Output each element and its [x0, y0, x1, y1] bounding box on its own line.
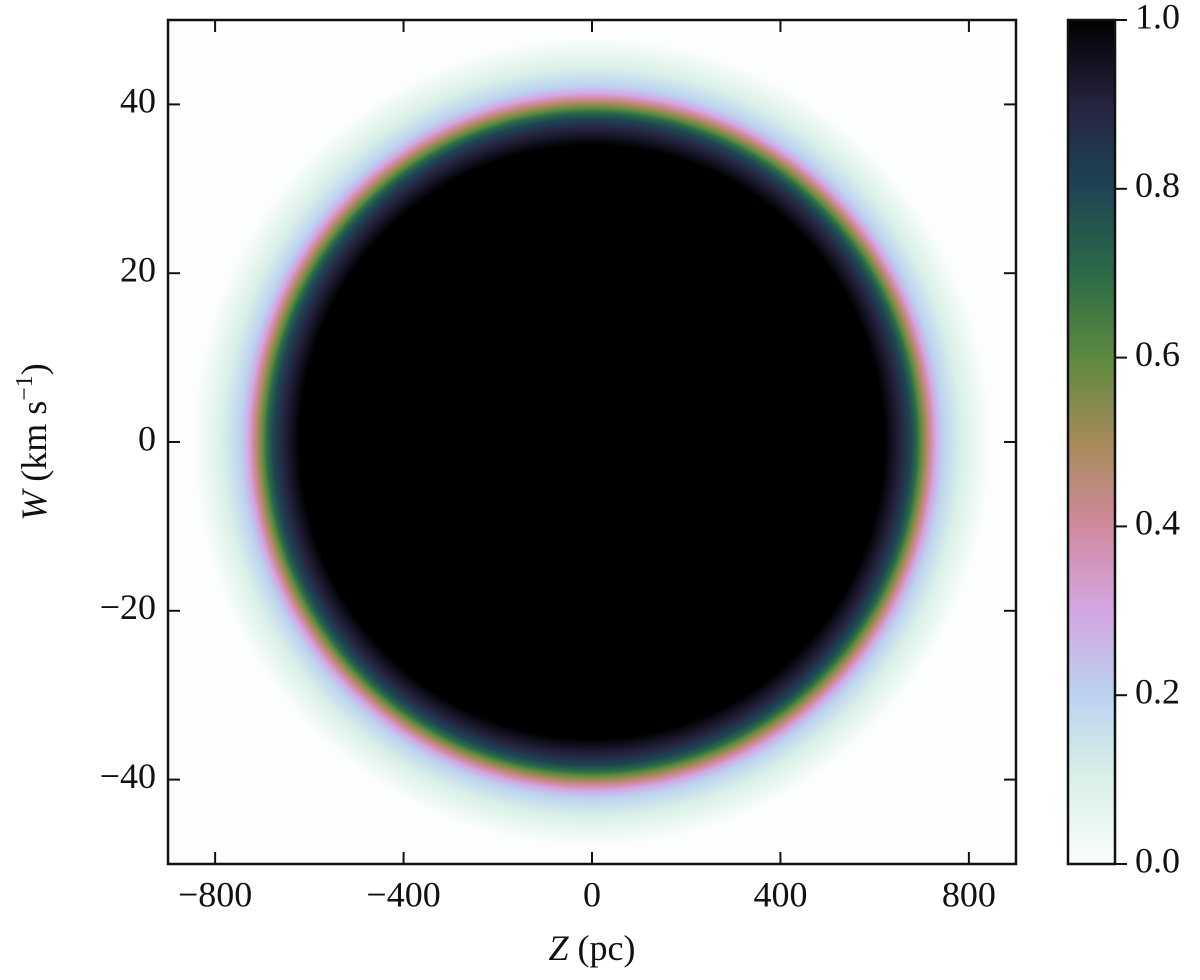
x-tick-label: −800	[178, 874, 252, 914]
x-label-unit: (pc)	[578, 928, 636, 968]
colorbar-tick-label: 0.6	[1135, 334, 1180, 374]
y-label-close: )	[14, 363, 54, 375]
y-tick-label: 20	[120, 249, 156, 289]
colorbar-tick-label: 1.0	[1135, 0, 1180, 36]
x-axis-label: Z (pc)	[549, 928, 636, 968]
y-tick-label: 0	[138, 418, 156, 458]
colorbar-tick-label: 0.8	[1135, 165, 1180, 205]
x-label-symbol: Z	[549, 928, 570, 968]
colorbar-tick-label: 0.4	[1135, 503, 1180, 543]
y-tick-label: −20	[100, 587, 156, 627]
density-field	[186, 30, 998, 854]
y-tick-label: 40	[120, 81, 156, 121]
y-label-symbol: W	[14, 488, 54, 521]
y-label-power: −1	[12, 375, 38, 401]
colorbar-tick-label: 0.0	[1135, 840, 1180, 880]
y-tick-label: −40	[100, 756, 156, 796]
x-tick-label: −400	[366, 874, 440, 914]
x-tick-label: 0	[583, 874, 601, 914]
colorbar	[1066, 18, 1117, 866]
y-axis-label: W (km s−1)	[12, 363, 55, 521]
x-tick-label: 400	[753, 874, 807, 914]
x-tick-label: 800	[942, 874, 996, 914]
y-label-unit: (km s	[14, 401, 54, 482]
colorbar-tick-label: 0.2	[1135, 671, 1180, 711]
